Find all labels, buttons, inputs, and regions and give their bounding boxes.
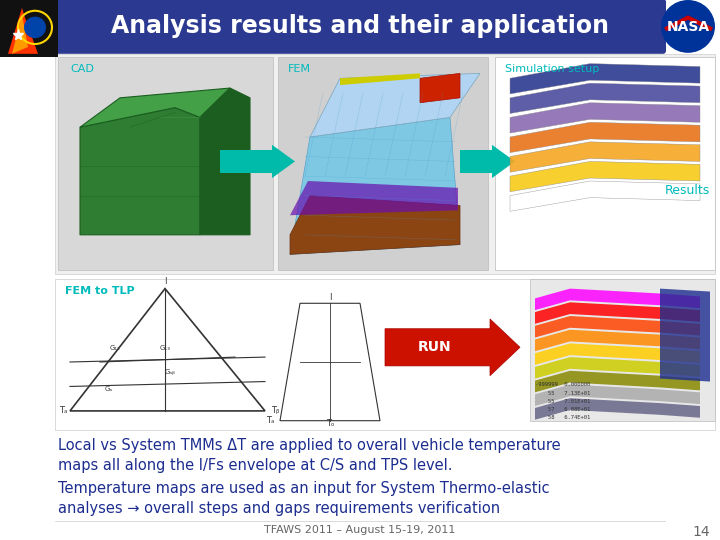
Polygon shape bbox=[535, 330, 700, 351]
Polygon shape bbox=[310, 73, 480, 137]
Polygon shape bbox=[80, 107, 200, 235]
Text: 58   6.74E+01: 58 6.74E+01 bbox=[535, 415, 590, 420]
Circle shape bbox=[24, 17, 46, 38]
Text: 55   7.13E+01: 55 7.13E+01 bbox=[535, 392, 590, 396]
Text: RUN: RUN bbox=[418, 340, 452, 354]
Polygon shape bbox=[510, 64, 700, 94]
Polygon shape bbox=[290, 195, 460, 254]
Polygon shape bbox=[660, 288, 710, 382]
Polygon shape bbox=[510, 122, 700, 153]
Polygon shape bbox=[200, 88, 250, 235]
Text: Simulation setup: Simulation setup bbox=[505, 64, 599, 73]
Text: Temperature maps are used as an input for System Thermo-elastic
analyses → overa: Temperature maps are used as an input fo… bbox=[58, 481, 549, 516]
FancyBboxPatch shape bbox=[220, 150, 275, 173]
Polygon shape bbox=[510, 103, 700, 133]
Polygon shape bbox=[420, 73, 460, 103]
Circle shape bbox=[661, 0, 715, 53]
Polygon shape bbox=[535, 316, 700, 338]
FancyBboxPatch shape bbox=[278, 57, 488, 270]
Text: Tₐ: Tₐ bbox=[266, 416, 274, 424]
Text: TFAWS 2011 – August 15-19, 2011: TFAWS 2011 – August 15-19, 2011 bbox=[264, 525, 456, 535]
FancyBboxPatch shape bbox=[55, 279, 715, 430]
Text: FEM: FEM bbox=[288, 64, 311, 73]
Polygon shape bbox=[535, 384, 700, 406]
Text: Analysis results and their application: Analysis results and their application bbox=[111, 15, 609, 38]
Polygon shape bbox=[510, 181, 700, 211]
Text: G₁₂: G₁₂ bbox=[110, 345, 121, 351]
Polygon shape bbox=[535, 357, 700, 379]
FancyBboxPatch shape bbox=[460, 150, 495, 173]
Polygon shape bbox=[290, 181, 458, 215]
Text: Gₐᵦ: Gₐᵦ bbox=[165, 369, 176, 375]
Polygon shape bbox=[535, 343, 700, 365]
Polygon shape bbox=[535, 371, 700, 393]
Polygon shape bbox=[535, 398, 700, 420]
Text: I: I bbox=[163, 276, 166, 286]
Polygon shape bbox=[385, 319, 520, 376]
Polygon shape bbox=[290, 117, 460, 254]
Text: Tₒ: Tₒ bbox=[326, 418, 334, 428]
Text: I: I bbox=[329, 293, 331, 302]
Text: 55   7.01E+01: 55 7.01E+01 bbox=[535, 399, 590, 404]
FancyArrowPatch shape bbox=[243, 154, 271, 168]
Text: FEM to TLP: FEM to TLP bbox=[65, 286, 135, 296]
Polygon shape bbox=[12, 15, 28, 54]
FancyBboxPatch shape bbox=[55, 54, 715, 274]
Polygon shape bbox=[535, 288, 700, 310]
Text: Results: Results bbox=[665, 184, 710, 197]
Text: Local vs System TMMs ΔT are applied to overall vehicle temperature
maps all alon: Local vs System TMMs ΔT are applied to o… bbox=[58, 438, 561, 473]
Text: CAD: CAD bbox=[70, 64, 94, 73]
Polygon shape bbox=[80, 88, 230, 127]
FancyBboxPatch shape bbox=[495, 57, 715, 270]
Text: Gₐ: Gₐ bbox=[105, 386, 113, 393]
FancyBboxPatch shape bbox=[0, 0, 58, 57]
Text: NASA: NASA bbox=[667, 21, 710, 35]
Polygon shape bbox=[492, 145, 515, 178]
Text: 14: 14 bbox=[693, 525, 710, 539]
Polygon shape bbox=[535, 302, 700, 324]
Text: -999999  0.000000: -999999 0.000000 bbox=[535, 382, 590, 387]
Polygon shape bbox=[340, 73, 420, 85]
Text: Tₐ: Tₐ bbox=[59, 406, 67, 415]
FancyBboxPatch shape bbox=[530, 279, 715, 421]
FancyBboxPatch shape bbox=[52, 0, 666, 54]
Polygon shape bbox=[510, 161, 700, 192]
Polygon shape bbox=[8, 8, 38, 54]
Polygon shape bbox=[510, 142, 700, 172]
FancyBboxPatch shape bbox=[58, 57, 273, 270]
Text: Tᵦ: Tᵦ bbox=[271, 406, 279, 415]
Polygon shape bbox=[272, 145, 295, 178]
Text: 57   6.88E+01: 57 6.88E+01 bbox=[535, 407, 590, 412]
Polygon shape bbox=[510, 83, 700, 113]
Text: G₁₃: G₁₃ bbox=[160, 345, 171, 351]
